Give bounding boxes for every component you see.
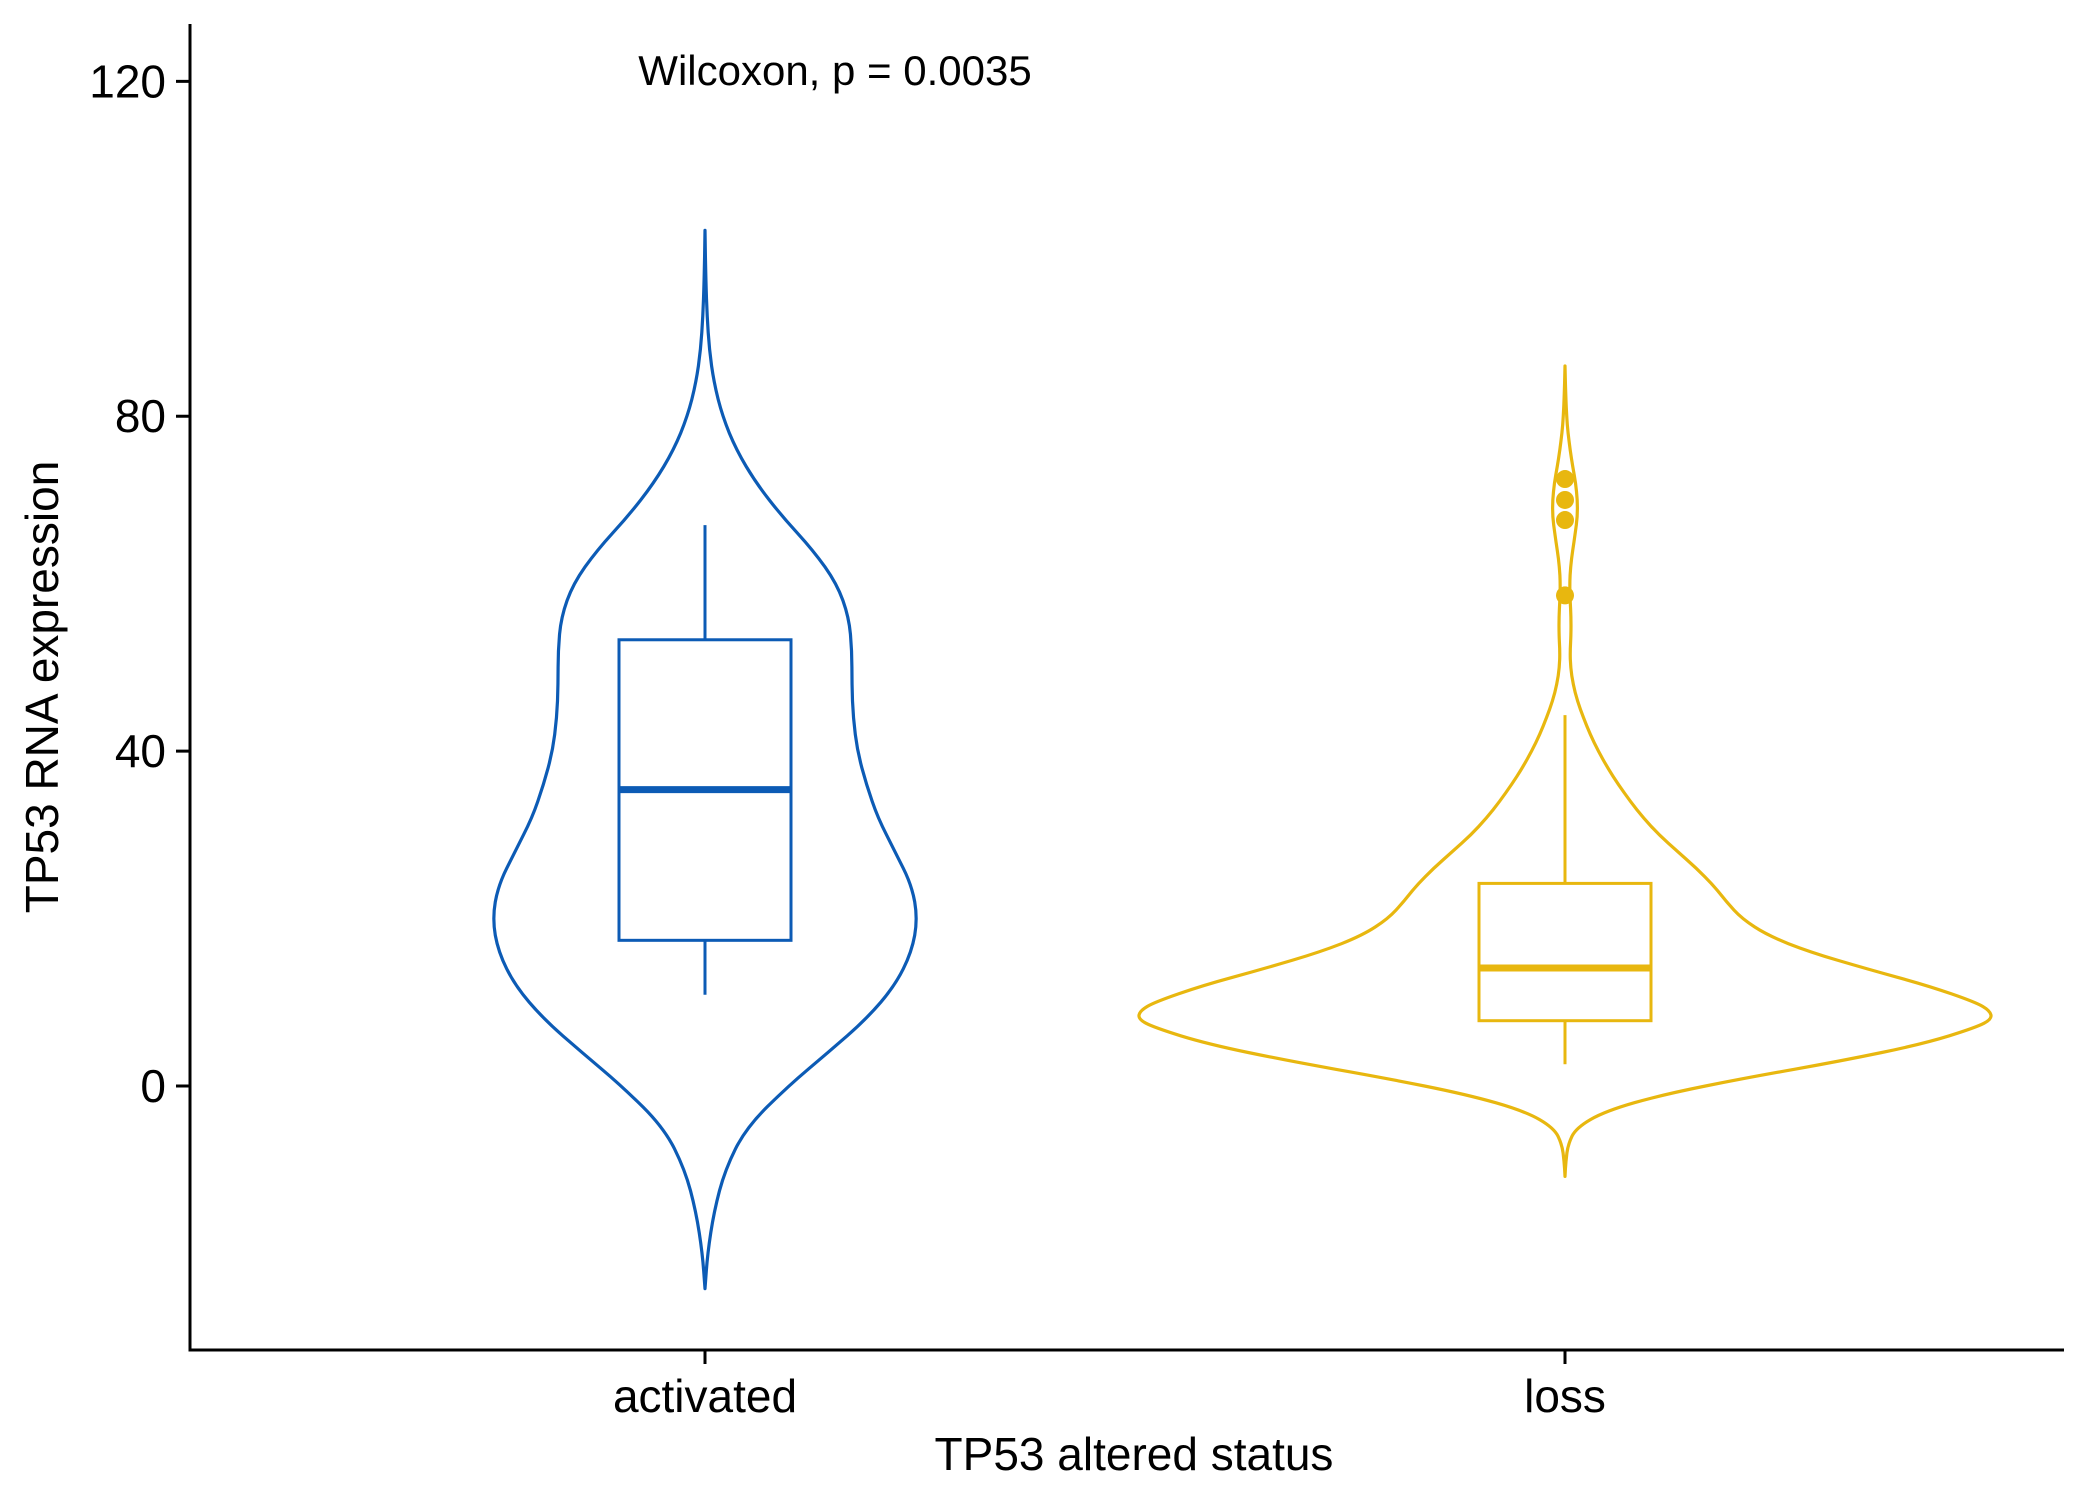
violin-group-loss bbox=[1137, 364, 1993, 1178]
y-tick-label: 0 bbox=[140, 1060, 166, 1112]
outlier-point bbox=[1556, 586, 1574, 605]
test-annotation: Wilcoxon, p = 0.0035 bbox=[638, 47, 1031, 94]
plot-area bbox=[492, 228, 1993, 1291]
outlier-point bbox=[1556, 490, 1574, 509]
x-axis-title: TP53 altered status bbox=[935, 1428, 1334, 1480]
y-tick-label: 80 bbox=[115, 390, 166, 442]
violin-group-activated bbox=[492, 228, 918, 1291]
box-iqr bbox=[1477, 881, 1653, 1023]
violin-outline bbox=[1137, 364, 1993, 1178]
x-axis-ticks: activated loss bbox=[613, 1350, 1606, 1422]
y-tick-label: 120 bbox=[89, 55, 166, 107]
x-tick-label: loss bbox=[1524, 1370, 1606, 1422]
y-axis-title: TP53 RNA expression bbox=[16, 461, 68, 914]
y-axis-ticks: 0 40 80 120 bbox=[89, 55, 190, 1112]
x-tick-label: activated bbox=[613, 1370, 797, 1422]
outlier-point bbox=[1556, 511, 1574, 530]
violin-outline bbox=[492, 228, 918, 1291]
y-tick-label: 40 bbox=[115, 725, 166, 777]
outlier-point bbox=[1556, 470, 1574, 489]
